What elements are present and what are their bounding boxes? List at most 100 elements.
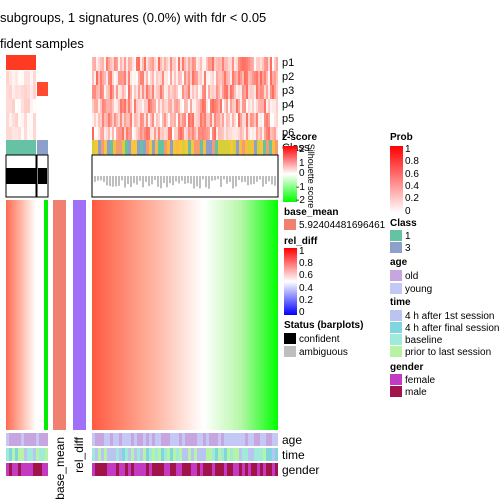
age-cell bbox=[185, 433, 188, 446]
gender-cell bbox=[128, 463, 131, 476]
prob-cell bbox=[222, 71, 224, 85]
prob-cell bbox=[110, 57, 112, 71]
prob-cell bbox=[126, 99, 128, 113]
prob-cell bbox=[276, 71, 278, 85]
prob-cell bbox=[226, 57, 228, 71]
prob-cell bbox=[132, 85, 134, 99]
prob-cell bbox=[130, 99, 132, 113]
prob-cell bbox=[224, 127, 226, 141]
prob-cell bbox=[150, 127, 152, 141]
time-cell bbox=[95, 448, 98, 461]
prob-cell bbox=[218, 99, 220, 113]
prob-cell bbox=[94, 71, 96, 85]
legend-gender-title: gender bbox=[390, 362, 423, 373]
age-cell bbox=[260, 433, 263, 446]
age-cell bbox=[176, 433, 179, 446]
gender-cell bbox=[113, 463, 116, 476]
time-cell bbox=[218, 448, 221, 461]
age-cell bbox=[266, 433, 269, 446]
prob-cell bbox=[114, 85, 116, 99]
age-cell bbox=[6, 433, 9, 446]
silhouette-bar bbox=[256, 176, 258, 182]
prob-cell bbox=[170, 127, 172, 141]
prob-cell bbox=[226, 71, 228, 85]
prob-cell bbox=[102, 57, 104, 71]
prob-cell bbox=[116, 127, 118, 141]
prob-cell bbox=[188, 71, 190, 85]
prob-cell bbox=[202, 127, 204, 141]
prob-cell bbox=[168, 99, 170, 113]
prob-cell bbox=[266, 127, 268, 141]
age-cell bbox=[215, 433, 218, 446]
prob-cell bbox=[214, 71, 216, 85]
prob-cell bbox=[220, 99, 222, 113]
prob-cell bbox=[136, 71, 138, 85]
class-cell bbox=[251, 140, 254, 155]
gender-cell bbox=[269, 463, 272, 476]
prob-cell bbox=[250, 57, 252, 71]
prob-cell bbox=[230, 113, 232, 127]
prob-cell bbox=[270, 57, 272, 71]
prob-cell bbox=[232, 127, 234, 141]
prob-cell bbox=[126, 71, 128, 85]
age-cell bbox=[45, 433, 48, 446]
legend-zscore-tick-m2: -2 bbox=[296, 195, 305, 206]
gender-cell bbox=[167, 463, 170, 476]
legend-time: time 4 h after 1st session 4 h after fin… bbox=[390, 297, 500, 358]
gender-cell bbox=[140, 463, 143, 476]
prob-cell bbox=[246, 57, 248, 71]
prob-cell bbox=[218, 71, 220, 85]
prob-cell bbox=[176, 99, 178, 113]
prob-cell bbox=[104, 71, 106, 85]
gender-cell bbox=[6, 463, 9, 476]
gender-cell bbox=[236, 463, 239, 476]
prob-cell bbox=[102, 113, 104, 127]
prob-cell bbox=[146, 71, 148, 85]
prob-cell bbox=[148, 57, 150, 71]
legend-rel-diff: rel_diff 1 0.8 0.6 0.4 0.2 0 bbox=[284, 236, 318, 318]
legend-prob-tick-0: 0 bbox=[405, 206, 411, 217]
prob-cell bbox=[128, 71, 130, 85]
prob-cell bbox=[30, 127, 33, 141]
prob-cell bbox=[142, 113, 144, 127]
silhouette-frame bbox=[36, 154, 49, 198]
legend-time-final-swatch bbox=[390, 322, 402, 333]
prob-cell bbox=[108, 113, 110, 127]
prob-cell bbox=[204, 57, 206, 71]
gender-cell bbox=[260, 463, 263, 476]
prob-cell bbox=[194, 85, 196, 99]
prob-cell bbox=[6, 55, 36, 70]
prob-cell bbox=[124, 71, 126, 85]
prob-cell bbox=[208, 99, 210, 113]
prob-cell bbox=[234, 85, 236, 99]
silhouette-bar bbox=[226, 176, 228, 184]
class-cell bbox=[248, 140, 251, 155]
gender-cell bbox=[24, 463, 27, 476]
prob-cell bbox=[180, 99, 182, 113]
legend-rel-diff-bar bbox=[284, 248, 297, 315]
gender-cell bbox=[239, 463, 242, 476]
legend-prob-tick-1: 1 bbox=[405, 144, 411, 155]
gender-cell bbox=[224, 463, 227, 476]
gender-cell bbox=[119, 463, 122, 476]
prob-cell bbox=[156, 71, 158, 85]
prob-cell bbox=[270, 127, 272, 141]
prob-cell bbox=[274, 113, 276, 127]
prob-cell bbox=[174, 85, 176, 99]
age-cell bbox=[134, 433, 137, 446]
prob-cell bbox=[200, 71, 202, 85]
prob-cell bbox=[230, 127, 232, 141]
age-cell bbox=[104, 433, 107, 446]
legend-class-1-swatch bbox=[390, 230, 402, 241]
legend-zscore-bar bbox=[283, 146, 297, 202]
time-cell bbox=[30, 448, 33, 461]
prob-cell bbox=[258, 57, 260, 71]
prob-cell bbox=[270, 99, 272, 113]
class-cell bbox=[164, 140, 167, 155]
prob-cell bbox=[136, 127, 138, 141]
prob-cell bbox=[220, 57, 222, 71]
prob-cell bbox=[180, 57, 182, 71]
prob-cell bbox=[184, 99, 186, 113]
time-cell bbox=[149, 448, 152, 461]
prob-cell bbox=[252, 113, 254, 127]
